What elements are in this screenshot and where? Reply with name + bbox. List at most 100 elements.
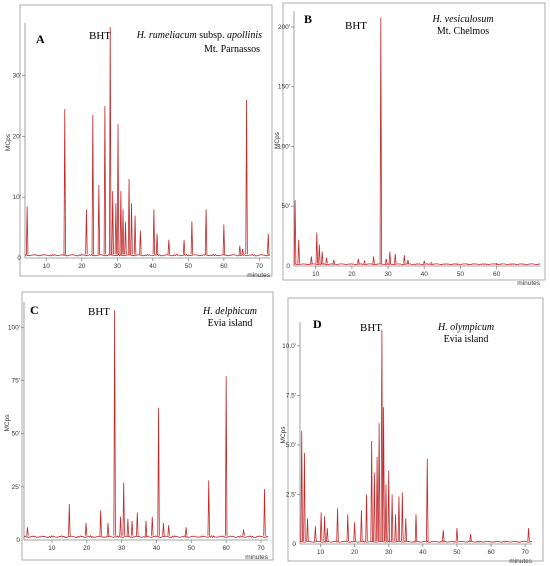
x-tick-label: 70 — [257, 545, 265, 552]
peak — [124, 221, 127, 255]
peak — [387, 470, 390, 542]
peak — [303, 452, 306, 542]
peak — [394, 254, 397, 264]
panel-c-location: Evia island — [208, 318, 253, 329]
peak — [384, 484, 388, 542]
peak — [151, 516, 154, 536]
x-tick-label: 40 — [153, 545, 161, 552]
peak — [403, 255, 406, 264]
panel-b-location: Mt. Chelmos — [437, 26, 489, 37]
peak — [68, 503, 71, 536]
peak — [404, 518, 407, 542]
peak — [182, 239, 186, 255]
peak — [527, 528, 530, 542]
peak — [26, 527, 29, 536]
panel-d-species: H. olympicum — [437, 322, 494, 333]
peak — [430, 261, 433, 264]
x-tick-label: 40 — [419, 549, 427, 556]
panel-a-location: Mt. Parnassos — [204, 44, 260, 55]
panel-d: D BHT H. olympicum Evia island 10 20 30 40 5… — [280, 297, 544, 565]
x-tick-label: 50 — [453, 549, 461, 556]
y-tick-label: 200' — [278, 24, 290, 31]
peak — [394, 514, 397, 542]
peak — [375, 456, 379, 542]
peak — [85, 209, 88, 255]
x-tick-label: 60 — [220, 263, 228, 270]
x-tick-label: 10 — [48, 545, 56, 552]
panel-b: B BHT H. vesiculosum Mt. Chelmos 10 20 30 4… — [274, 2, 546, 287]
x-tick-label: 50 — [185, 263, 193, 270]
peak — [130, 520, 134, 536]
peak — [325, 257, 328, 264]
panel-a: A BHT H. rumeliacum subsp. apollinis Mt.… — [5, 4, 273, 279]
panel-a-plot: 10 20 30 40 50 60 70 10' 20' 30' 0 MCps minutes — [5, 23, 271, 279]
peak — [155, 233, 159, 255]
peak — [372, 256, 375, 264]
x-tick-label: 60 — [223, 545, 231, 552]
y-tick-label: 0 — [286, 263, 290, 270]
panel-a-frame — [19, 4, 273, 277]
peak — [119, 516, 122, 536]
peak — [126, 518, 130, 536]
panel-d-plot: 10 20 30 40 50 60 70 2.5' 5.0' 7.5' 10.0' 0 MCps minu… — [280, 322, 533, 565]
peak — [204, 209, 208, 255]
peak — [127, 178, 131, 255]
x-axis-label: minutes — [245, 554, 269, 561]
panel-d-frame — [287, 297, 544, 562]
peak — [207, 480, 210, 536]
y-axis-label: MCps — [280, 426, 287, 444]
peak — [414, 514, 418, 542]
peak — [326, 528, 329, 542]
peak — [111, 191, 114, 255]
peak — [157, 408, 160, 536]
peak — [222, 224, 226, 255]
peak — [144, 520, 148, 536]
peak — [109, 26, 112, 255]
peak — [363, 259, 366, 264]
baseline-trace — [23, 535, 269, 539]
peak — [25, 206, 29, 255]
panel-a-species: H. rumeliacum subsp. apollinis — [136, 30, 262, 41]
peak — [469, 534, 472, 542]
peak — [306, 518, 309, 542]
baseline-trace — [24, 253, 271, 257]
x-tick-label: 70 — [522, 549, 530, 556]
peak — [323, 516, 326, 542]
peak — [267, 233, 270, 255]
peak — [365, 494, 368, 542]
panel-c-plot: 10 20 30 40 50 60 70 25' 50' 75' 100' 0 MCps minutes — [4, 302, 269, 561]
x-tick-label: 50 — [188, 545, 196, 552]
peak — [310, 256, 313, 264]
x-tick-label: 10 — [312, 271, 320, 278]
x-tick-label: 60 — [493, 271, 501, 278]
peak — [184, 527, 188, 536]
x-tick-label: 50 — [457, 271, 465, 278]
peak — [401, 492, 404, 542]
x-axis-label: minutes — [509, 558, 533, 565]
peak — [297, 239, 300, 264]
peak — [373, 472, 376, 542]
y-tick-label: 75' — [12, 377, 20, 384]
x-tick-label: 30 — [385, 549, 393, 556]
peak — [319, 512, 323, 542]
peak — [442, 530, 445, 542]
peak — [113, 310, 116, 536]
y-tick-label: 100' — [8, 324, 20, 331]
panel-a-label: A — [36, 32, 45, 46]
peak — [318, 244, 321, 264]
panel-b-bht-label: BHT — [345, 20, 367, 32]
peak — [377, 423, 381, 542]
peak — [63, 109, 66, 255]
panel-c-label: C — [30, 303, 39, 317]
peak — [332, 259, 335, 264]
peak — [315, 232, 318, 264]
peak — [106, 522, 110, 536]
y-tick-label: 0 — [292, 541, 296, 548]
y-tick-label: 25' — [12, 484, 20, 491]
peak — [360, 510, 363, 542]
panel-b-frame — [282, 2, 546, 281]
peak — [103, 106, 107, 255]
peak — [397, 496, 401, 542]
peak — [382, 407, 385, 542]
x-tick-label: 20 — [348, 271, 356, 278]
